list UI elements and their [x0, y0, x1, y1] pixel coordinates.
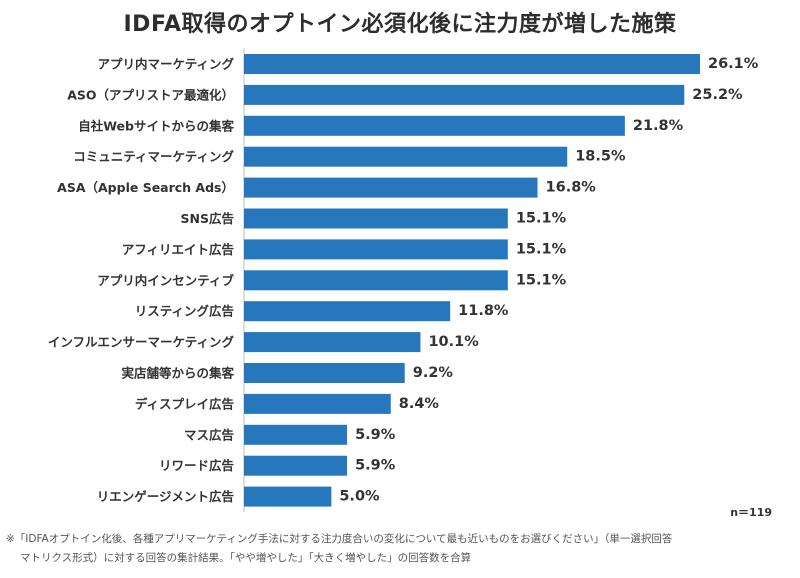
- bar: [244, 301, 451, 322]
- category-label: SNS広告: [181, 211, 235, 226]
- value-label: 15.1%: [516, 272, 567, 288]
- bar: [244, 424, 348, 445]
- bar: [244, 208, 508, 229]
- category-label: アプリ内インセンティブ: [97, 273, 234, 288]
- bar: [244, 486, 332, 507]
- category-label: ASO（アプリストア最適化）: [67, 87, 234, 102]
- category-label: コミュニティマーケティング: [73, 149, 234, 164]
- value-label: 18.5%: [575, 149, 626, 165]
- chart-title: IDFA取得のオプトイン必須化後に注力度が増した施策: [123, 12, 677, 37]
- category-label: マス広告: [184, 427, 235, 442]
- bar: [244, 84, 685, 105]
- sample-size-note: n＝119: [730, 506, 772, 519]
- value-label: 5.9%: [355, 427, 396, 443]
- category-label: 実店舗等からの集客: [121, 366, 234, 381]
- bar: [244, 332, 421, 353]
- category-label: リワード広告: [159, 458, 235, 473]
- value-label: 10.1%: [428, 334, 479, 350]
- category-label: アプリ内マーケティング: [97, 57, 234, 72]
- category-label: ASA（Apple Search Ads）: [57, 180, 234, 195]
- bar: [244, 54, 700, 74]
- value-label: 15.1%: [516, 241, 567, 257]
- bar: [244, 270, 508, 291]
- bar: [244, 363, 405, 383]
- value-label: 5.9%: [355, 458, 396, 474]
- category-label: アフィリエイト広告: [122, 242, 235, 257]
- value-label: 9.2%: [413, 365, 454, 381]
- value-label: 25.2%: [692, 87, 743, 103]
- bar: [244, 393, 391, 414]
- footnote-line-1: ※「IDFAオプトイン化後、各種アプリマーケティング手法に対する注力度合いの変化…: [6, 533, 673, 545]
- value-label: 11.8%: [458, 303, 509, 319]
- value-label: 21.8%: [633, 118, 684, 134]
- value-label: 5.0%: [339, 489, 380, 505]
- bar: [244, 177, 538, 198]
- value-label: 15.1%: [516, 211, 567, 227]
- category-label: 自社Webサイトからの集客: [78, 118, 234, 133]
- category-label: ディスプレイ広告: [135, 396, 235, 411]
- category-label: リエンゲージメント広告: [97, 489, 235, 504]
- value-label: 26.1%: [708, 56, 759, 72]
- category-label: インフルエンサーマーケティング: [48, 335, 235, 350]
- value-label: 16.8%: [546, 180, 597, 196]
- bar: [244, 146, 568, 167]
- footnote-line-2: マトリクス形式）に対する回答の集計結果。「やや増やした」「大きく増やした」の回答…: [20, 552, 472, 564]
- bar: [244, 239, 508, 260]
- bar: [244, 455, 348, 476]
- category-label: リスティング広告: [135, 304, 235, 319]
- footnote: ※「IDFAオプトイン化後、各種アプリマーケティング手法に対する注力度合いの変化…: [6, 530, 796, 568]
- bar: [244, 115, 625, 136]
- value-label: 8.4%: [399, 396, 440, 412]
